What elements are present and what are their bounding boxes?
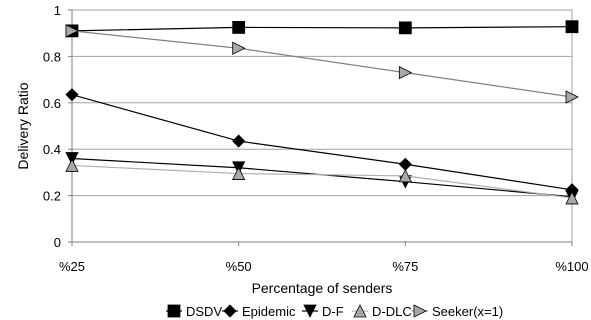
legend-item-3: D-DLC bbox=[352, 304, 412, 319]
point-4-3 bbox=[565, 90, 579, 104]
y-axis-label: Delivery Ratio bbox=[15, 82, 31, 169]
y-tick-labels: 0 0.2 0.4 0.6 0.8 1 bbox=[43, 3, 61, 250]
y-tick-label-1: 0.2 bbox=[43, 189, 61, 204]
series-line-2 bbox=[71, 157, 573, 198]
y-tick-label-2: 0.4 bbox=[43, 142, 61, 157]
x-tick-label-0: %25 bbox=[59, 259, 85, 274]
legend-item-4: Seeker(x=1) bbox=[412, 304, 503, 319]
series-line-1 bbox=[71, 94, 573, 191]
point-4-2 bbox=[398, 65, 413, 80]
y-tick-label-0: 0 bbox=[54, 235, 61, 250]
series-line-4 bbox=[71, 30, 573, 98]
legend-label-4: Seeker(x=1) bbox=[432, 304, 503, 319]
x-tick-label-3: %100 bbox=[555, 259, 588, 274]
x-tick-label-2: %75 bbox=[392, 259, 418, 274]
point-2-0 bbox=[65, 152, 79, 166]
x-tick-label-1: %50 bbox=[226, 259, 252, 274]
legend-marker-1 bbox=[223, 304, 237, 318]
legend-label-1: Epidemic bbox=[242, 304, 296, 319]
legend-label-2: D-F bbox=[322, 304, 344, 319]
grid-lines bbox=[72, 9, 573, 242]
point-4-0 bbox=[65, 24, 79, 38]
legend-marker-2 bbox=[303, 304, 317, 318]
y-tick-label-3: 0.6 bbox=[43, 96, 61, 111]
series-0 bbox=[65, 20, 579, 38]
series-line-3 bbox=[71, 164, 573, 199]
point-3-0 bbox=[65, 158, 79, 172]
point-3-2 bbox=[398, 168, 412, 183]
legend-marker-4 bbox=[413, 304, 427, 318]
legend-item-2: D-F bbox=[302, 304, 344, 319]
legend-item-1: Epidemic bbox=[222, 304, 296, 319]
legend: DSDV Epidemic D-F D-DLC Seeker(x=1) bbox=[166, 304, 503, 319]
legend-item-0: DSDV bbox=[166, 304, 222, 319]
point-0-1 bbox=[232, 20, 246, 34]
legend-label-3: D-DLC bbox=[372, 304, 412, 319]
point-1-0 bbox=[65, 88, 79, 102]
legend-label-0: DSDV bbox=[186, 304, 222, 319]
point-0-2 bbox=[398, 21, 412, 35]
point-0-3 bbox=[565, 20, 579, 34]
point-4-1 bbox=[232, 41, 246, 55]
y-tick-label-5: 1 bbox=[54, 3, 61, 18]
legend-marker-0 bbox=[167, 304, 181, 318]
point-3-3 bbox=[565, 191, 579, 205]
series-line-0 bbox=[71, 26, 573, 32]
axes bbox=[68, 9, 573, 246]
x-axis-label: Percentage of senders bbox=[252, 280, 393, 296]
point-1-2 bbox=[398, 157, 412, 171]
series-3 bbox=[65, 158, 579, 205]
point-1-1 bbox=[232, 134, 246, 148]
point-3-1 bbox=[232, 166, 246, 180]
legend-marker-3 bbox=[353, 304, 367, 318]
series-group bbox=[65, 20, 579, 205]
series-4 bbox=[65, 24, 579, 104]
x-tick-labels: %25 %50 %75 %100 bbox=[59, 259, 589, 274]
series-1 bbox=[65, 88, 579, 197]
y-tick-label-4: 0.8 bbox=[43, 49, 61, 64]
